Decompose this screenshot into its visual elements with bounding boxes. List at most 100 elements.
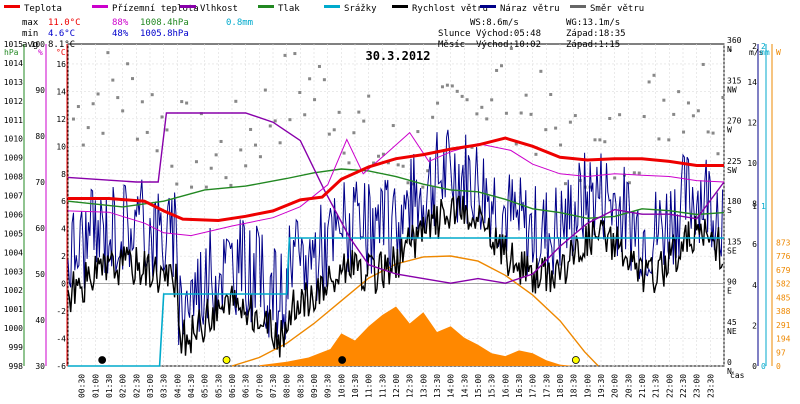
chart-title: 30.3.2012: [365, 49, 430, 63]
time-tick: 22:00: [665, 374, 674, 398]
wind-direction-point: [180, 100, 184, 104]
wind-direction-point: [170, 164, 174, 168]
legend-label: Náraz větru: [500, 4, 560, 14]
time-tick: 09:30: [324, 374, 333, 398]
moonset-marker: [98, 356, 107, 364]
dir-tick-code: NW: [727, 85, 737, 94]
w-tick: 679: [776, 266, 791, 275]
wind-direction-point: [465, 98, 469, 102]
w-tick: 388: [776, 307, 791, 316]
wind-direction-point: [514, 142, 518, 146]
wind-direction-point: [214, 153, 218, 157]
wind-direction-point: [662, 98, 666, 102]
time-tick: 15:30: [488, 374, 497, 398]
wind-direction-point: [258, 155, 262, 159]
time-tick: 12:00: [392, 374, 401, 398]
wind-direction-point: [613, 176, 617, 180]
wind-direction-point: [224, 176, 228, 180]
wind-direction-point: [460, 94, 464, 98]
hpa-tick: 999: [9, 343, 24, 352]
wind-direction-point: [150, 93, 154, 97]
wind-speed-line: [67, 195, 724, 358]
wind-direction-point: [219, 139, 223, 143]
wind-direction-point: [160, 115, 164, 119]
pct-tick: 50: [35, 270, 45, 279]
wind-direction-point: [145, 130, 149, 134]
rain-line: [68, 237, 724, 367]
wind-direction-point: [91, 102, 95, 106]
wind-direction-point: [549, 92, 553, 96]
hpa-tick: 1006: [4, 210, 23, 219]
dir-tick-code: SW: [727, 166, 737, 175]
ms-top-tick: 2: [752, 42, 757, 51]
solar-measured-area: [259, 306, 574, 366]
hpa-tick: 1013: [4, 78, 23, 87]
time-tick: 21:30: [652, 374, 661, 398]
time-tick: 01:30: [105, 374, 114, 398]
mm-tick: 2: [761, 42, 766, 51]
time-tick: 22:30: [679, 374, 688, 398]
wind-direction-point: [450, 84, 454, 88]
wind-direction-point: [263, 88, 267, 92]
dir-tick-code: SE: [727, 246, 737, 255]
time-tick: 11:30: [378, 374, 387, 398]
humidity-line: [67, 112, 725, 284]
wind-direction-point: [288, 118, 292, 122]
time-tick: 08:30: [296, 374, 305, 398]
w-tick: 194: [776, 335, 791, 344]
wind-direction-point: [155, 149, 159, 153]
time-tick: 06:00: [228, 374, 237, 398]
wind-direction-point: [342, 151, 346, 155]
legend-swatch: [480, 5, 496, 8]
time-tick: 04:00: [173, 374, 182, 398]
wind-direction-point: [436, 101, 440, 105]
wind-direction-point: [421, 185, 425, 189]
dir-tick-deg: 0: [727, 358, 732, 367]
wind-direction-point: [249, 127, 253, 131]
wind-direction-point: [455, 89, 459, 93]
stats-min-press: 1005.8hPa: [140, 29, 189, 39]
wind-direction-point: [504, 111, 508, 115]
hpa-tick: 1004: [4, 248, 23, 257]
ms-tick: 8: [752, 200, 757, 209]
wind-direction-point: [347, 161, 351, 165]
temp-tick: 8: [61, 170, 66, 179]
pct-tick: 60: [35, 224, 45, 233]
wind-direction-point: [706, 130, 710, 134]
legend-label: Tlak: [278, 4, 300, 14]
wind-direction-point: [416, 130, 420, 134]
dir-tick-deg: 135: [727, 237, 742, 246]
wind-direction-point: [101, 131, 105, 135]
stats-max-press: 1008.4hPa: [140, 18, 189, 28]
dir-tick-deg: 225: [727, 157, 742, 166]
wind-direction-point: [386, 161, 390, 165]
wind-direction-point: [559, 143, 563, 147]
hpa-tick: 1001: [4, 305, 23, 314]
dir-tick-code: N: [727, 367, 732, 376]
wind-direction-point: [81, 143, 85, 147]
w-tick: 776: [776, 252, 791, 261]
time-tick: 11:00: [365, 374, 374, 398]
pct-tick: 80: [35, 132, 45, 141]
time-tick: 10:30: [351, 374, 360, 398]
wind-direction-point: [406, 181, 410, 185]
wind-direction-point: [642, 114, 646, 118]
wind-direction-point: [131, 77, 135, 81]
wind-direction-point: [426, 169, 430, 173]
time-tick: 07:00: [255, 374, 264, 398]
time-tick: 03:30: [160, 374, 169, 398]
hpa-tick: 1010: [4, 135, 23, 144]
temp-tick: 12: [56, 115, 66, 124]
stats-max-label: max: [22, 18, 39, 28]
wind-direction-point: [71, 117, 75, 121]
time-tick: 23:30: [706, 374, 715, 398]
wind-direction-point: [657, 137, 661, 141]
wind-direction-point: [440, 85, 444, 89]
time-tick: 02:00: [119, 374, 128, 398]
time-tick: 05:00: [201, 374, 210, 398]
temp-tick: -2: [56, 307, 66, 316]
wind-direction-point: [298, 90, 302, 94]
sun-rise: Východ:05:48: [476, 29, 541, 39]
sunset-marker: [571, 356, 580, 364]
legend-swatch: [4, 5, 20, 8]
